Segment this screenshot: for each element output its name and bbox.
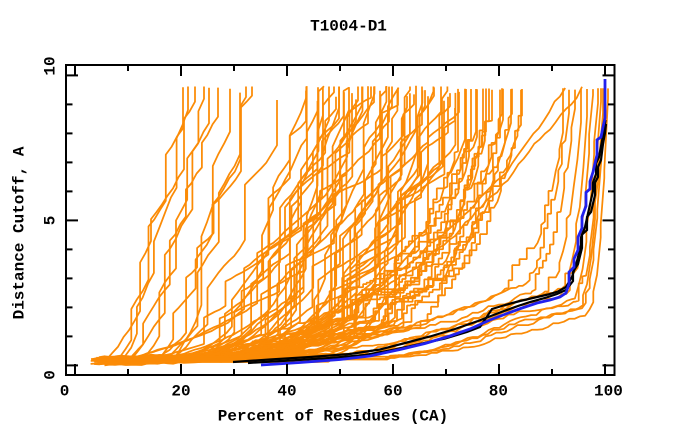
svg-text:T1004-D1: T1004-D1 bbox=[310, 18, 387, 36]
svg-text:Distance Cutoff, A: Distance Cutoff, A bbox=[11, 146, 29, 319]
svg-text:5: 5 bbox=[42, 216, 60, 226]
svg-text:60: 60 bbox=[383, 383, 402, 401]
svg-text:0: 0 bbox=[42, 370, 60, 380]
svg-text:40: 40 bbox=[277, 383, 296, 401]
svg-text:80: 80 bbox=[489, 383, 508, 401]
svg-text:0: 0 bbox=[60, 383, 70, 401]
svg-text:Percent of Residues (CA): Percent of Residues (CA) bbox=[218, 408, 448, 426]
svg-text:10: 10 bbox=[42, 56, 60, 75]
svg-text:20: 20 bbox=[171, 383, 190, 401]
svg-text:100: 100 bbox=[594, 383, 623, 401]
